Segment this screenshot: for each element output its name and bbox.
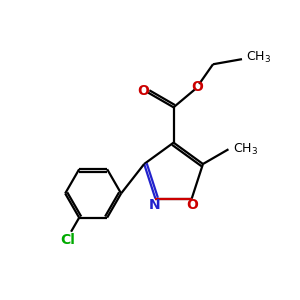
Text: N: N [149, 198, 160, 212]
Text: O: O [138, 84, 150, 98]
Text: Cl: Cl [61, 233, 76, 247]
Text: O: O [192, 80, 203, 94]
Text: CH$_3$: CH$_3$ [233, 142, 258, 157]
Text: O: O [186, 198, 198, 212]
Text: CH$_3$: CH$_3$ [246, 50, 272, 65]
